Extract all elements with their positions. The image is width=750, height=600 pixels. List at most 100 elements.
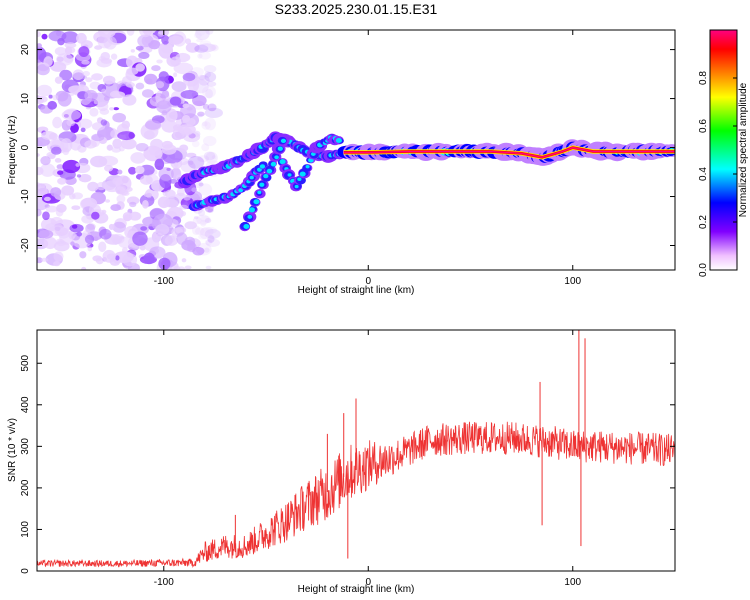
noise-blob — [43, 196, 51, 202]
noise-blob — [113, 107, 120, 111]
noise-blob — [197, 111, 205, 117]
noise-blob — [198, 209, 206, 217]
noise-blob — [165, 108, 178, 123]
trace-blob — [294, 184, 299, 189]
noise-blob — [106, 144, 113, 151]
noise-blob — [207, 208, 214, 213]
noise-blob — [48, 30, 67, 42]
noise-blob — [111, 146, 122, 153]
noise-blob — [200, 219, 207, 227]
noise-blob — [185, 38, 192, 45]
noise-blob — [39, 163, 56, 177]
noise-blob — [143, 192, 153, 198]
noise-blob — [161, 144, 177, 155]
noise-blob — [80, 127, 86, 133]
noise-blob — [151, 65, 161, 72]
noise-blob — [139, 175, 153, 185]
noise-blob — [117, 169, 123, 175]
trace-blob — [247, 214, 253, 219]
noise-blob — [121, 247, 128, 253]
noise-blob — [99, 108, 110, 115]
noise-blob — [110, 204, 122, 212]
noise-blob — [76, 231, 83, 237]
spectrogram-x-ticks: -100 0 100 — [154, 30, 582, 287]
trace-blob — [277, 146, 283, 151]
noise-blob — [130, 152, 146, 164]
colorbar — [710, 30, 737, 270]
noise-blob — [122, 211, 133, 222]
noise-blob — [155, 81, 165, 89]
noise-blob — [204, 239, 213, 246]
colorbar-tick-label: 0.0 — [698, 263, 709, 277]
noise-blob — [89, 107, 99, 117]
snr-y-tick-label: 0 — [20, 568, 31, 574]
noise-blob — [180, 89, 199, 100]
noise-blob — [37, 84, 53, 97]
noise-blob — [59, 69, 73, 81]
noise-blob — [80, 75, 87, 80]
snr-x-tick-label: -100 — [154, 577, 174, 588]
noise-blob — [177, 266, 186, 270]
noise-blob — [139, 30, 152, 38]
noise-blob — [205, 227, 218, 234]
noise-blob — [37, 43, 42, 49]
noise-blob — [93, 236, 99, 241]
noise-blob — [117, 236, 134, 249]
noise-blob — [128, 211, 142, 221]
colorbar-frame — [709, 29, 738, 271]
noise-blob — [56, 164, 64, 170]
trace-blob — [263, 173, 269, 179]
snr-frame — [36, 329, 676, 572]
noise-blob — [205, 238, 221, 247]
noise-blob — [139, 245, 146, 251]
noise-blob — [155, 223, 170, 235]
noise-blob — [119, 189, 128, 196]
noise-blob — [205, 88, 213, 99]
noise-blob — [203, 135, 217, 147]
noise-blob — [129, 201, 137, 208]
noise-blob — [144, 120, 161, 130]
noise-blob — [102, 249, 116, 263]
noise-blob — [37, 166, 44, 176]
noise-blob — [196, 38, 203, 43]
noise-blob — [117, 131, 136, 141]
noise-blob — [207, 235, 215, 243]
noise-blob — [79, 251, 87, 259]
noise-blob — [154, 158, 165, 171]
noise-blob — [197, 53, 203, 59]
trace-blob — [280, 138, 287, 144]
noise-blob — [204, 107, 223, 119]
noise-blob — [198, 182, 204, 187]
noise-blob — [156, 100, 172, 114]
noise-blob — [81, 266, 87, 270]
trace-blob — [270, 161, 277, 167]
noise-blob — [99, 228, 112, 240]
noise-blob — [187, 155, 205, 169]
snr-y-tick-label: 200 — [20, 479, 31, 496]
noise-blob — [38, 229, 54, 239]
colorbar-tick-label: 0.2 — [698, 215, 709, 229]
noise-blob — [196, 214, 210, 225]
noise-blob — [181, 114, 191, 123]
noise-blob — [207, 103, 217, 112]
noise-blob — [57, 177, 67, 185]
noise-blob — [184, 221, 197, 230]
noise-blob — [183, 127, 191, 135]
noise-blob — [103, 180, 121, 193]
trace-blob — [279, 159, 286, 165]
band-core-magenta — [343, 147, 675, 158]
noise-blob — [119, 236, 125, 240]
noise-blob — [62, 159, 81, 174]
noise-blob — [91, 73, 103, 81]
noise-blob — [122, 94, 137, 106]
noise-blob — [87, 246, 93, 252]
trace-blob — [238, 188, 244, 193]
noise-blob — [50, 146, 62, 155]
noise-blob — [76, 174, 82, 178]
noise-blob — [211, 155, 217, 160]
spectrogram-noise — [37, 30, 223, 270]
noise-blob — [176, 232, 188, 245]
colorbar-label: Normalized spectral amplitude — [738, 82, 749, 217]
noise-blob — [122, 253, 138, 267]
